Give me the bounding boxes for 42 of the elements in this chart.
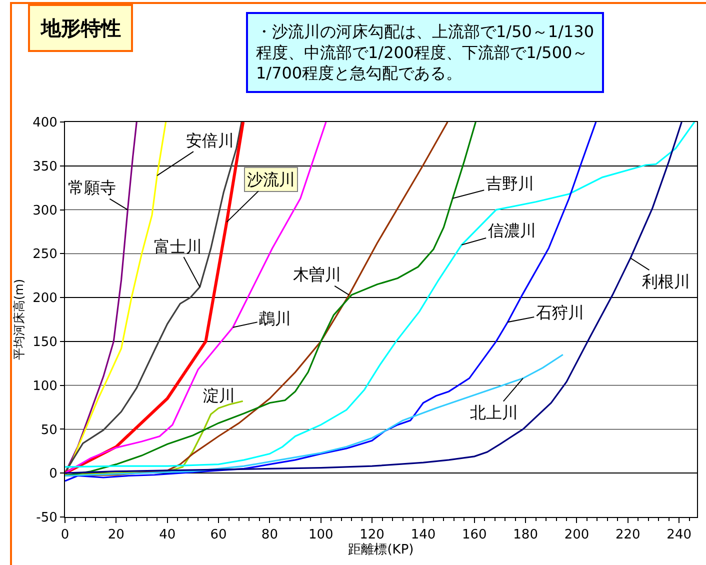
series-label: 利根川 <box>642 272 690 291</box>
x-tick-label: 240 <box>666 528 692 543</box>
series-label: 富士川 <box>154 237 202 256</box>
x-tick-label: 180 <box>513 528 538 543</box>
line-series <box>65 122 327 474</box>
y-tick-label: 250 <box>32 247 58 262</box>
x-tick-label: 40 <box>159 528 176 543</box>
y-tick-label: 50 <box>40 422 58 438</box>
series-label: 鵡川 <box>259 309 291 328</box>
series-label: 木曽川 <box>293 265 341 284</box>
x-tick-label: 200 <box>564 528 590 543</box>
series-label: 淀川 <box>203 386 235 405</box>
y-tick-label: 100 <box>32 378 58 394</box>
x-tick-label: 220 <box>615 528 640 543</box>
x-tick-label: 80 <box>261 528 278 543</box>
series-label: 常願寺 <box>68 178 116 197</box>
y-tick-label: 400 <box>32 116 58 131</box>
y-tick-label: -50 <box>36 510 58 526</box>
line-series <box>65 354 564 477</box>
chart-title: 地形特性 <box>40 16 121 40</box>
x-tick-label: 0 <box>60 528 70 543</box>
x-tick-label: 160 <box>462 528 487 543</box>
y-tick-label: 350 <box>32 159 58 174</box>
series-label: 石狩川 <box>536 303 584 322</box>
series-label: 北上川 <box>470 403 518 422</box>
line-series <box>65 122 597 482</box>
x-axis-title: 距離標(KP) <box>348 542 414 558</box>
series-label: 沙流川 <box>247 170 295 189</box>
x-tick-label: 60 <box>210 528 227 543</box>
y-tick-label: 200 <box>32 291 58 306</box>
chart-subtitle: ・沙流川の河床勾配は、上流部で1/50～1/130 程度、中流部で1/200程度、下流部で1/500～ 1/700程度と急勾配である。 <box>256 22 594 83</box>
series-label: 安倍川 <box>186 131 234 150</box>
y-tick-label: 0 <box>49 466 58 482</box>
x-tick-label: 140 <box>410 528 436 543</box>
series-label: 信濃川 <box>488 221 536 240</box>
x-tick-label: 20 <box>108 528 124 543</box>
y-tick-label: 300 <box>32 203 58 218</box>
y-axis-title: 平均河床高(m) <box>12 278 26 360</box>
x-tick-label: 100 <box>308 528 334 543</box>
x-tick-label: 120 <box>360 528 384 543</box>
series-label: 吉野川 <box>486 174 534 193</box>
y-tick-label: 150 <box>32 334 58 350</box>
